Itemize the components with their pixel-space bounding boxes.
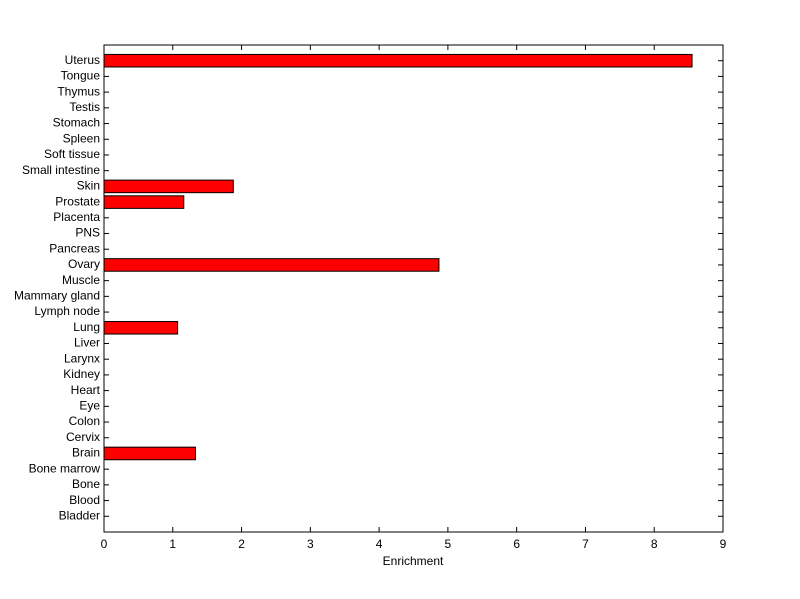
y-tick-label: Larynx bbox=[64, 351, 100, 365]
bar bbox=[103, 53, 693, 68]
y-tick-label: Kidney bbox=[63, 367, 100, 381]
y-tick-label: Soft tissue bbox=[44, 147, 100, 161]
x-tick-label: 4 bbox=[376, 537, 383, 551]
y-tick-label: Testis bbox=[69, 100, 100, 114]
y-tick-label: Placenta bbox=[53, 210, 100, 224]
y-tick-label: Tongue bbox=[61, 69, 101, 83]
y-tick-label: Eye bbox=[79, 398, 100, 412]
y-tick-label: Small intestine bbox=[22, 163, 100, 177]
y-tick-label: Bone bbox=[72, 477, 100, 491]
bar bbox=[103, 179, 234, 194]
y-tick-label: Prostate bbox=[55, 194, 100, 208]
y-tick-label: Ovary bbox=[68, 257, 100, 271]
y-tick-label: Mammary gland bbox=[14, 289, 100, 303]
y-tick-label: Brain bbox=[72, 446, 100, 460]
y-tick-label: Skin bbox=[77, 179, 100, 193]
x-tick-label: 9 bbox=[720, 537, 727, 551]
y-tick-label: Liver bbox=[74, 336, 100, 350]
y-tick-label: Uterus bbox=[65, 53, 100, 67]
plot-frame bbox=[103, 44, 724, 533]
x-tick-label: 0 bbox=[101, 537, 108, 551]
x-tick-label: 7 bbox=[582, 537, 589, 551]
x-axis-label: Enrichment bbox=[383, 554, 444, 568]
y-tick-label: Lung bbox=[73, 320, 100, 334]
bar bbox=[103, 320, 179, 335]
x-tick-label: 2 bbox=[238, 537, 245, 551]
y-tick-label: Stomach bbox=[53, 116, 100, 130]
y-tick-label: Spleen bbox=[63, 131, 100, 145]
x-tick-label: 8 bbox=[651, 537, 658, 551]
y-tick-label: Cervix bbox=[66, 430, 100, 444]
bar bbox=[103, 446, 196, 461]
y-tick-label: Thymus bbox=[57, 84, 100, 98]
x-tick-label: 3 bbox=[307, 537, 314, 551]
x-tick-label: 6 bbox=[513, 537, 520, 551]
y-tick-label: Bone marrow bbox=[29, 461, 101, 475]
bar bbox=[103, 195, 185, 209]
y-tick-label: Bladder bbox=[59, 508, 100, 522]
x-tick-label: 5 bbox=[445, 537, 452, 551]
y-tick-label: Colon bbox=[69, 414, 100, 428]
y-tick-label: Muscle bbox=[62, 273, 100, 287]
y-tick-label: PNS bbox=[75, 226, 100, 240]
bar bbox=[103, 258, 440, 272]
y-tick-label: Heart bbox=[71, 383, 101, 397]
y-tick-label: Lymph node bbox=[34, 304, 100, 318]
x-tick-label: 1 bbox=[169, 537, 176, 551]
y-tick-label: Pancreas bbox=[49, 241, 100, 255]
y-tick-label: Blood bbox=[69, 493, 100, 507]
